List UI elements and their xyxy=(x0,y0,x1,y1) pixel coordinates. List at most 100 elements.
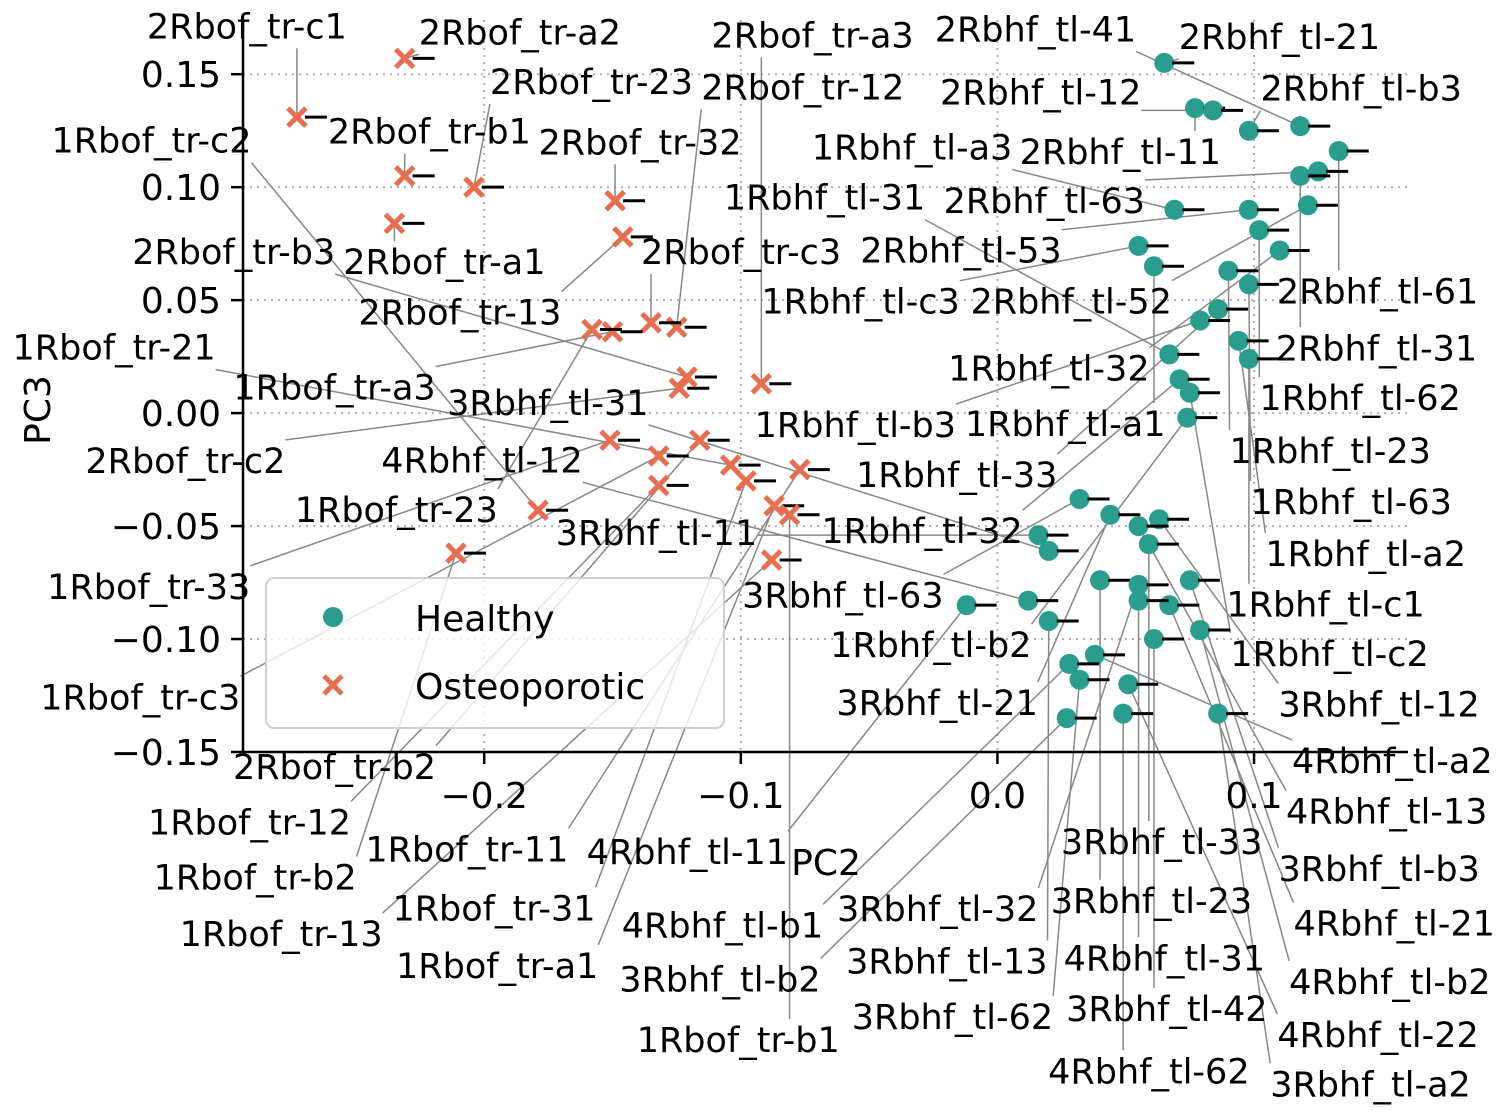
point-label: 2Rbof_tr-12 xyxy=(701,68,904,108)
point-label: 1Rbof_tr-13 xyxy=(180,915,383,955)
healthy-point xyxy=(1144,256,1164,276)
osteoporotic-point xyxy=(722,456,740,474)
point-label: 2Rbof_tr-a2 xyxy=(419,13,621,53)
point-label: 2Rbhf_tl-52 xyxy=(971,283,1172,323)
y-tick-label: 0.05 xyxy=(141,281,221,322)
point-label: 4Rbhf_tl-31 xyxy=(1064,939,1265,979)
point-label: 1Rbhf_tl-62 xyxy=(1259,379,1460,419)
point-label: 2Rbof_tr-c2 xyxy=(85,442,285,482)
healthy-point xyxy=(1185,98,1205,118)
x-tick-label: 0.1 xyxy=(1225,776,1282,817)
healthy-point xyxy=(1190,310,1210,330)
healthy-point xyxy=(1229,331,1249,351)
y-tick-label: −0.15 xyxy=(111,733,221,774)
point-label: 1Rbhf_tl-a2 xyxy=(1265,535,1466,575)
point-label: 1Rbhf_tl-31 xyxy=(724,179,925,219)
osteoporotic-point xyxy=(691,431,709,449)
point-label: 4Rbhf_tl-22 xyxy=(1277,1016,1478,1056)
healthy-point xyxy=(1113,704,1133,724)
healthy-point xyxy=(1190,620,1210,640)
healthy-point xyxy=(1180,570,1200,590)
point-label: 2Rbhf_tl-41 xyxy=(935,10,1136,50)
healthy-point xyxy=(1100,505,1120,525)
legend-healthy-label: Healthy xyxy=(415,599,555,640)
healthy-point xyxy=(957,595,977,615)
healthy-point xyxy=(1239,200,1259,220)
osteoporotic-point xyxy=(601,431,619,449)
osteoporotic-point xyxy=(650,447,668,465)
point-label: 2Rbhf_tl-12 xyxy=(940,73,1141,113)
point-label: 1Rbhf_tl-63 xyxy=(1250,483,1451,523)
point-label: 3Rbhf_tl-12 xyxy=(1278,685,1479,725)
healthy-point xyxy=(1239,121,1259,141)
point-label: 1Rbhf_tl-32 xyxy=(948,350,1149,390)
healthy-point xyxy=(1039,611,1059,631)
point-label: 1Rbhf_tl-c3 xyxy=(761,283,959,323)
point-label: 1Rbof_tr-c3 xyxy=(40,678,240,718)
x-axis-label: PC2 xyxy=(791,843,861,884)
point-label: 4Rbhf_tl-13 xyxy=(1286,793,1487,833)
healthy-point xyxy=(1070,489,1090,509)
healthy-point xyxy=(1208,704,1228,724)
point-label: 1Rbof_tr-c2 xyxy=(51,122,251,162)
point-label: 1Rbof_tr-11 xyxy=(365,830,568,870)
healthy-point xyxy=(1164,200,1184,220)
point-label: 1Rbof_tr-b2 xyxy=(154,858,357,898)
point-label: 1Rbhf_tl-c1 xyxy=(1226,586,1424,626)
y-tick-label: −0.05 xyxy=(111,507,221,548)
point-label: 2Rbhf_tl-61 xyxy=(1277,272,1478,312)
legend-osteoporotic-label: Osteoporotic xyxy=(415,667,645,708)
healthy-point xyxy=(1290,116,1310,136)
point-label: 2Rbof_tr-23 xyxy=(490,63,693,103)
x-tick-label: 0.0 xyxy=(969,776,1026,817)
point-label: 1Rbhf_tl-b2 xyxy=(830,626,1031,666)
point-label: 2Rbhf_tl-63 xyxy=(944,182,1145,222)
healthy-point xyxy=(1159,595,1179,615)
osteoporotic-point xyxy=(765,497,783,515)
point-label: 2Rbof_tr-a1 xyxy=(343,243,545,283)
point-label: 4Rbhf_tl-a2 xyxy=(1292,742,1493,782)
point-label: 3Rbhf_tl-23 xyxy=(1051,882,1252,922)
healthy-point xyxy=(1239,274,1259,294)
healthy-point xyxy=(1249,220,1269,240)
healthy-point xyxy=(1039,541,1059,561)
point-label: 2Rbof_tr-c3 xyxy=(641,233,841,273)
healthy-point xyxy=(1218,261,1238,281)
healthy-point xyxy=(1329,141,1349,161)
point-label: 2Rbhf_tl-11 xyxy=(1020,133,1221,173)
y-tick-label: 0.10 xyxy=(141,168,221,209)
point-label: 2Rbof_tr-b3 xyxy=(132,233,335,273)
point-label: 4Rbhf_tl-62 xyxy=(1048,1052,1249,1092)
point-label: 3Rbhf_tl-13 xyxy=(846,942,1047,982)
point-label: 4Rbhf_tl-21 xyxy=(1293,905,1494,945)
healthy-point xyxy=(1144,629,1164,649)
healthy-point xyxy=(1290,166,1310,186)
healthy-point xyxy=(1180,383,1200,403)
y-tick-label: 0.15 xyxy=(141,55,221,96)
point-label: 3Rbhf_tl-b2 xyxy=(619,961,820,1001)
healthy-point xyxy=(1308,161,1328,181)
healthy-point xyxy=(1090,570,1110,590)
point-label: 3Rbhf_tl-a2 xyxy=(1270,1065,1471,1105)
point-label: 1Rbof_tr-31 xyxy=(392,889,595,929)
point-label: 1Rbhf_tl-32 xyxy=(821,512,1022,552)
osteoporotic-point xyxy=(791,461,809,479)
osteoporotic-point xyxy=(650,476,668,494)
point-label: 3Rbhf_tl-63 xyxy=(742,576,943,616)
legend-healthy-marker xyxy=(323,607,343,627)
point-label: 1Rbhf_tl-c2 xyxy=(1230,635,1428,675)
point-label: 2Rbhf_tl-21 xyxy=(1179,18,1380,58)
osteoporotic-point xyxy=(614,228,632,246)
healthy-point xyxy=(1057,708,1077,728)
label-leader-line xyxy=(1228,271,1229,430)
label-leader-line xyxy=(1048,621,1049,941)
healthy-point xyxy=(1085,645,1105,665)
y-tick-label: −0.10 xyxy=(111,620,221,661)
point-label: 1Rbhf_tl-23 xyxy=(1230,432,1431,472)
point-label: 3Rbhf_tl-62 xyxy=(852,998,1053,1038)
point-label: 4Rbhf_tl-12 xyxy=(381,441,582,481)
point-label: 2Rbof_tr-b1 xyxy=(328,113,531,153)
healthy-point xyxy=(1298,195,1318,215)
y-tick-label: 0.00 xyxy=(141,394,221,435)
point-label: 1Rbof_tr-12 xyxy=(148,803,351,843)
